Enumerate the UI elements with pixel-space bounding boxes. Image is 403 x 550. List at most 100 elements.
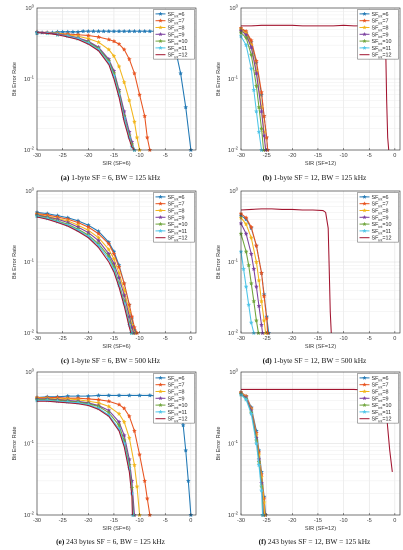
legend-label: SFint=11 [372,410,392,417]
legend-item: SFint=7 [359,18,389,26]
legend-label: SFint=10 [372,403,392,410]
data-point [126,56,132,62]
data-point [85,28,91,34]
data-point [254,318,259,323]
data-point [116,28,122,34]
data-point [142,113,148,119]
data-point [256,104,262,110]
x-tick-label: -30 [237,518,245,524]
legend-label: SFint=10 [168,222,188,229]
legend-marker [158,194,163,199]
y-axis-label: Bit Error Rate [216,62,222,96]
legend-item: SFint=12 [359,236,392,243]
x-tick-label: -25 [59,518,67,524]
data-point [96,34,101,40]
legend: SFint=6SFint=7SFint=8SFint=9SFint=10SFin… [153,9,195,60]
y-tick-label: 10-1 [24,257,35,266]
legend-marker [158,228,163,233]
x-tick-label: -30 [33,518,41,524]
x-tick-label: -25 [263,153,271,159]
legend-item: SFint=6 [359,194,389,202]
x-tick-label: -30 [33,336,41,342]
legend-label: SFint=7 [372,383,389,390]
data-point [70,29,76,34]
legend-marker [158,375,163,380]
y-tick-label: 100 [25,3,34,12]
series-group [238,24,390,153]
legend-marker [362,396,367,401]
legend-marker [158,396,163,401]
legend-item: SFint=8 [359,208,389,215]
y-tick-label: 10-2 [24,145,35,154]
data-point [248,52,254,57]
legend-marker [362,38,367,43]
caption-label: (b) [263,173,273,182]
chart-panel-f: -30 -25 -20 -15 -10 -5 0 100 10-1 10-2 SIR (SF=12)… [216,367,401,546]
legend-label: SFint=12 [372,53,392,60]
legend-marker [158,18,163,23]
series-sf-int-10 [238,231,261,336]
legend-item: SFint=11 [359,45,391,53]
data-point [126,97,132,103]
series-sf-int-11 [238,392,265,518]
series-group [34,392,194,518]
data-point [106,47,112,52]
data-point [248,251,254,256]
x-tick-label: -5 [163,518,168,524]
data-point [259,322,264,327]
y-tick-label: 10-2 [24,328,35,337]
data-point [259,298,264,304]
data-point [248,411,254,416]
legend: SFint=6SFint=7SFint=8SFint=9SFint=10SFin… [357,9,399,60]
data-point [259,108,264,114]
data-point [144,135,150,140]
legend-label: SFint=6 [168,195,185,202]
data-point [254,243,259,248]
plot-frame [240,190,401,334]
legend-label: SFint=9 [372,215,389,222]
series-sf-int-7 [238,211,271,336]
data-point [134,484,140,489]
data-point [101,28,107,34]
series-sf-int-12 [36,216,132,334]
series-group [238,388,393,518]
legend-label: SFint=7 [168,202,185,209]
data-point [137,392,142,398]
y-tick-label: 10-2 [228,145,239,154]
y-tick-label: 100 [25,367,34,376]
data-point [111,251,117,256]
x-tick-label: 0 [189,336,192,342]
series-line [36,32,135,151]
plot-frame [36,371,197,516]
legend-label: SFint=10 [372,222,392,229]
data-point [256,277,262,283]
data-point [251,87,257,93]
data-point [248,235,254,240]
data-point [121,47,127,52]
series-sf-int-12 [37,400,133,516]
data-point [106,398,112,404]
data-point [243,215,249,220]
y-axis-label: Bit Error Rate [12,62,18,96]
chart-panel-e: -30 -25 -20 -15 -10 -5 0 100 10-1 10-2 SIR (SF=6) B… [12,367,197,546]
x-tick-labels: -30 -25 -20 -15 -10 -5 0 [33,148,192,159]
data-point [178,70,183,76]
legend-item: SFint=6 [155,375,185,383]
legend: SFint=6SFint=7SFint=8SFint=9SFint=10SFin… [153,373,195,424]
legend-item: SFint=8 [359,25,389,32]
data-point [132,28,137,34]
x-tick-label: -10 [340,336,348,342]
data-point [254,441,259,446]
series-line [240,223,264,334]
y-tick-label: 10-1 [228,439,239,448]
y-tick-label: 10-1 [228,74,239,83]
legend-marker [362,201,367,206]
x-tick-labels: -30 -25 -20 -15 -10 -5 0 [33,513,192,524]
y-tick-label: 10-1 [24,439,35,448]
data-point [132,119,137,124]
data-point [106,247,112,252]
legend: SFint=6SFint=7SFint=8SFint=9SFint=10SFin… [357,373,399,424]
data-point [254,70,259,76]
legend-label: SFint=12 [168,236,188,243]
